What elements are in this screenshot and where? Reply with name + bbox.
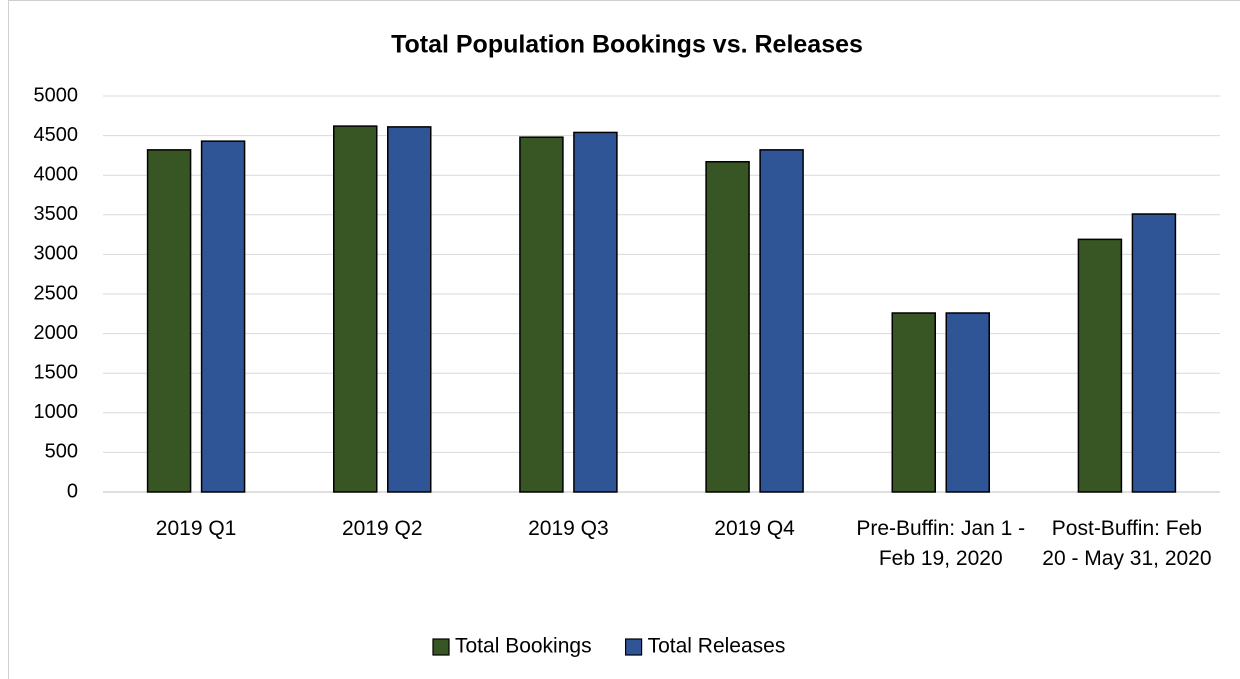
y-tick-label: 5000 — [34, 84, 79, 106]
x-tick-label: Post-Buffin: Feb 20 - May 31, 2020 — [1042, 517, 1212, 570]
x-tick-label: 2019 Q1 — [155, 517, 237, 540]
bar — [1131, 213, 1177, 493]
bar — [1077, 238, 1123, 493]
legend-swatch — [624, 638, 643, 656]
y-tick-label: 3500 — [34, 203, 79, 225]
bar — [387, 126, 432, 493]
bar — [200, 140, 246, 493]
bar — [891, 312, 936, 493]
legend-label: Total Releases — [648, 635, 786, 658]
x-tick-label: 2019 Q4 — [714, 517, 795, 540]
bar — [759, 149, 804, 493]
x-tick-label: 2019 Q2 — [341, 517, 423, 540]
bar — [146, 149, 192, 493]
y-tick-label: 4500 — [34, 124, 79, 146]
legend-swatch — [432, 638, 450, 656]
y-tick-label: 500 — [45, 441, 78, 463]
y-tick-label: 2500 — [34, 282, 79, 304]
y-tick-label: 3000 — [34, 243, 79, 265]
y-tick-label: 0 — [67, 480, 78, 502]
chart-title: Total Population Bookings vs. Releases — [391, 31, 863, 59]
legend-label: Total Bookings — [455, 635, 592, 658]
y-tick-label: 4000 — [34, 163, 79, 185]
bar — [519, 136, 564, 493]
y-tick-label: 1500 — [34, 361, 79, 383]
x-tick-label: 2019 Q3 — [528, 517, 609, 540]
y-tick-label: 1000 — [34, 401, 79, 423]
x-tick-label: Pre-Buffin: Jan 1 - Feb 19, 2020 — [856, 517, 1026, 570]
bar — [333, 125, 378, 493]
bar — [945, 312, 990, 493]
bar — [573, 131, 618, 493]
chart-border — [8, 0, 1240, 679]
bar — [705, 160, 750, 493]
y-tick-label: 2000 — [34, 322, 79, 344]
